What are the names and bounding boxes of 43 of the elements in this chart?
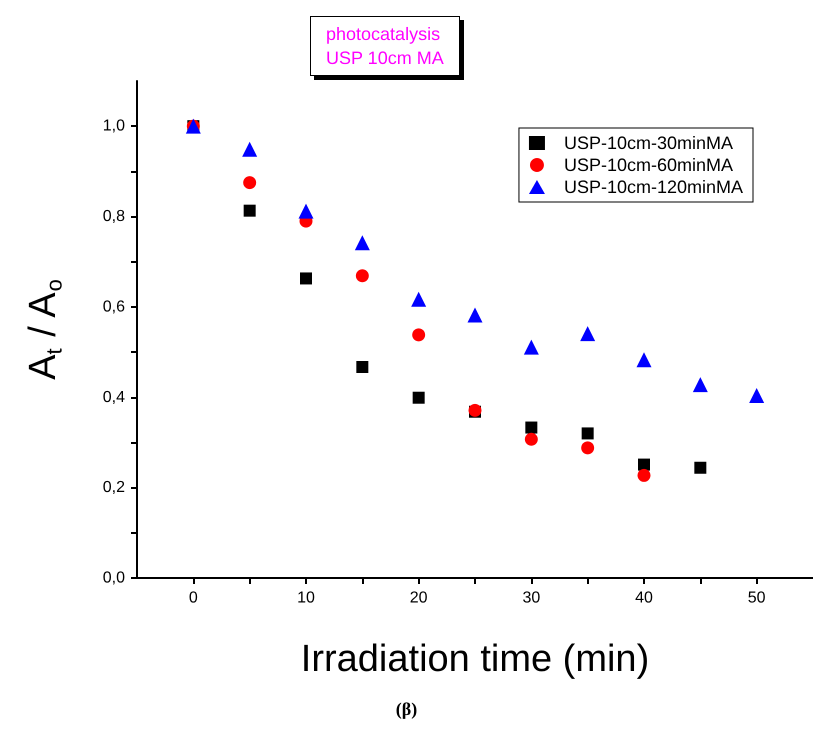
text: (β): [396, 699, 418, 719]
point: [354, 235, 370, 250]
point: [244, 204, 256, 217]
point: [524, 340, 539, 355]
point: [525, 422, 538, 434]
point: [412, 392, 425, 404]
y-tick-label: 0,2: [102, 479, 126, 496]
point: [412, 328, 426, 342]
point: [749, 388, 764, 403]
point: [411, 292, 426, 307]
chart-title: photocatalysis USP 10cm MA: [326, 24, 444, 68]
y-tick-label: 1,0: [102, 118, 126, 135]
x-tick-label: 20: [410, 590, 428, 606]
x-tick-label: 50: [748, 590, 766, 606]
y-tick-label: 0,6: [102, 298, 126, 316]
point: [356, 361, 368, 373]
y-axis-title: At / Ao: [22, 279, 66, 380]
point: [636, 352, 652, 368]
point: [356, 269, 369, 282]
legend-label: USP-10cm-120minMA: [564, 177, 744, 197]
point: [300, 272, 312, 284]
point: [638, 468, 650, 482]
x-tick-label: 40: [635, 590, 653, 606]
legend-label: USP-10cm-30minMA: [564, 133, 733, 153]
point: [298, 204, 314, 219]
point: [524, 432, 538, 446]
point: [638, 458, 650, 471]
point: [242, 142, 258, 157]
point: [694, 462, 706, 474]
x-axis-title: Irradiation time (min): [300, 638, 650, 680]
x-tick-label: 30: [522, 590, 540, 606]
x-tick-label: 10: [297, 590, 315, 606]
y-tick-label: 0,4: [102, 388, 126, 406]
point: [580, 326, 596, 342]
x-tick-label: 0: [188, 590, 198, 606]
point: [468, 308, 482, 323]
point: [582, 427, 594, 440]
y-tick-label: 0,0: [102, 570, 126, 586]
y-tick-label: 0,8: [102, 208, 126, 226]
point: [243, 176, 256, 190]
point: [581, 441, 594, 454]
point: [692, 377, 708, 392]
legend-label: USP-10cm-60minMA: [564, 155, 733, 175]
